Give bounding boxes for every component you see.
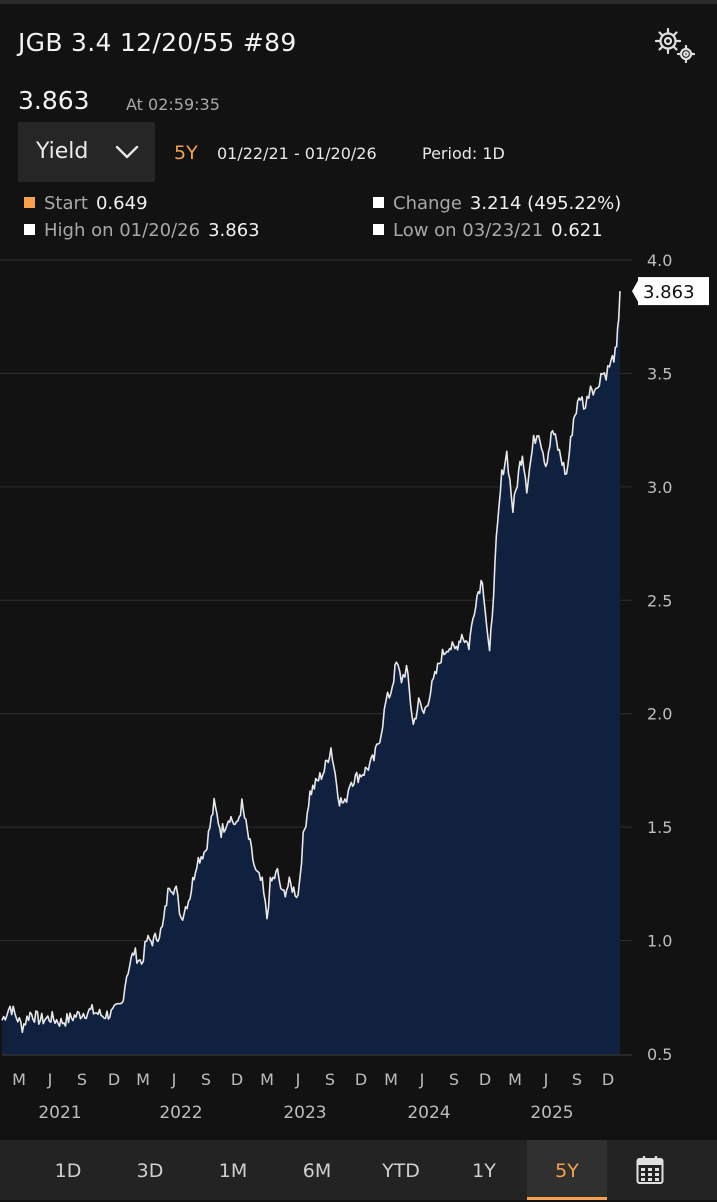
x-month-tick: J bbox=[295, 1070, 301, 1089]
x-year-label: 2025 bbox=[530, 1103, 573, 1123]
stat-start: Start 0.649 bbox=[24, 193, 148, 214]
start-label: Start bbox=[44, 193, 88, 214]
x-month-tick: D bbox=[231, 1070, 243, 1089]
change-swatch bbox=[373, 197, 384, 208]
start-swatch bbox=[24, 197, 35, 208]
high-label: High on 01/20/26 bbox=[44, 220, 201, 241]
change-label: Change bbox=[393, 193, 462, 214]
tab-1m[interactable]: 1M bbox=[218, 1160, 248, 1182]
series-line bbox=[1, 291, 621, 1034]
x-month-tick: M bbox=[136, 1070, 150, 1089]
y-tick-label: 2.5 bbox=[647, 591, 672, 610]
x-month-tick: M bbox=[508, 1070, 522, 1089]
tab-3d[interactable]: 3D bbox=[136, 1160, 164, 1182]
x-month-tick: S bbox=[77, 1070, 87, 1089]
x-month-tick: J bbox=[47, 1070, 53, 1089]
x-month-tick: D bbox=[108, 1070, 120, 1089]
field-select[interactable]: Yield bbox=[18, 122, 155, 182]
period-label: Period: 1D bbox=[422, 144, 505, 163]
stat-high: High on 01/20/26 3.863 bbox=[24, 220, 260, 241]
x-month-tick: M bbox=[384, 1070, 398, 1089]
high-value: 3.863 bbox=[208, 220, 260, 241]
chevron-down-icon bbox=[115, 145, 139, 159]
y-tick-label: 0.5 bbox=[647, 1045, 672, 1064]
area-fill bbox=[2, 291, 620, 1056]
x-month-tick: D bbox=[355, 1070, 367, 1089]
x-month-tick: J bbox=[419, 1070, 425, 1089]
tab-1y[interactable]: 1Y bbox=[472, 1160, 496, 1182]
date-range: 01/22/21 - 01/20/26 bbox=[217, 144, 377, 163]
x-month-tick: M bbox=[260, 1070, 274, 1089]
tab-6m[interactable]: 6M bbox=[302, 1160, 332, 1182]
timestamp: At 02:59:35 bbox=[126, 95, 220, 114]
change-value: 3.214 (495.22%) bbox=[469, 193, 622, 214]
high-swatch bbox=[24, 224, 35, 235]
tab-1d[interactable]: 1D bbox=[54, 1160, 82, 1182]
last-value-label: 3.863 bbox=[643, 282, 695, 303]
x-month-tick: J bbox=[171, 1070, 177, 1089]
y-tick-label: 4.0 bbox=[647, 251, 672, 270]
y-tick-label: 3.0 bbox=[647, 478, 672, 497]
low-label: Low on 03/23/21 bbox=[393, 220, 544, 241]
page-title: JGB 3.4 12/20/55 #89 bbox=[18, 28, 297, 57]
gear-icon[interactable] bbox=[652, 26, 698, 66]
calendar-icon[interactable] bbox=[636, 1155, 664, 1185]
tab-ytd[interactable]: YTD bbox=[382, 1160, 420, 1182]
last-value-box bbox=[638, 277, 709, 306]
x-month-tick: D bbox=[479, 1070, 491, 1089]
field-select-value: Yield bbox=[36, 139, 89, 164]
x-month-tick: S bbox=[449, 1070, 459, 1089]
last-price: 3.863 bbox=[18, 86, 90, 115]
low-swatch bbox=[373, 224, 384, 235]
y-tick-label: 1.5 bbox=[647, 818, 672, 837]
low-value: 0.621 bbox=[551, 220, 603, 241]
x-year-label: 2021 bbox=[38, 1103, 81, 1123]
tab-5y[interactable]: 5Y bbox=[527, 1140, 607, 1200]
top-divider bbox=[0, 0, 717, 4]
x-month-tick: J bbox=[543, 1070, 549, 1089]
start-value: 0.649 bbox=[95, 193, 148, 214]
x-month-tick: M bbox=[12, 1070, 26, 1089]
stat-low: Low on 03/23/21 0.621 bbox=[373, 220, 603, 241]
x-month-tick: S bbox=[572, 1070, 582, 1089]
x-month-tick: S bbox=[201, 1070, 211, 1089]
range-label[interactable]: 5Y bbox=[174, 142, 198, 164]
x-year-label: 2024 bbox=[407, 1103, 450, 1123]
stat-change: Change 3.214 (495.22%) bbox=[373, 193, 621, 214]
y-tick-label: 3.5 bbox=[647, 364, 672, 383]
x-month-tick: S bbox=[325, 1070, 335, 1089]
x-year-label: 2023 bbox=[283, 1103, 326, 1123]
range-tab-bar: 1D 3D 1M 6M YTD 1Y 5Y bbox=[0, 1140, 717, 1200]
y-tick-label: 2.0 bbox=[647, 705, 672, 724]
y-tick-label: 1.0 bbox=[647, 932, 672, 951]
x-month-tick: D bbox=[602, 1070, 614, 1089]
x-year-label: 2022 bbox=[159, 1103, 202, 1123]
